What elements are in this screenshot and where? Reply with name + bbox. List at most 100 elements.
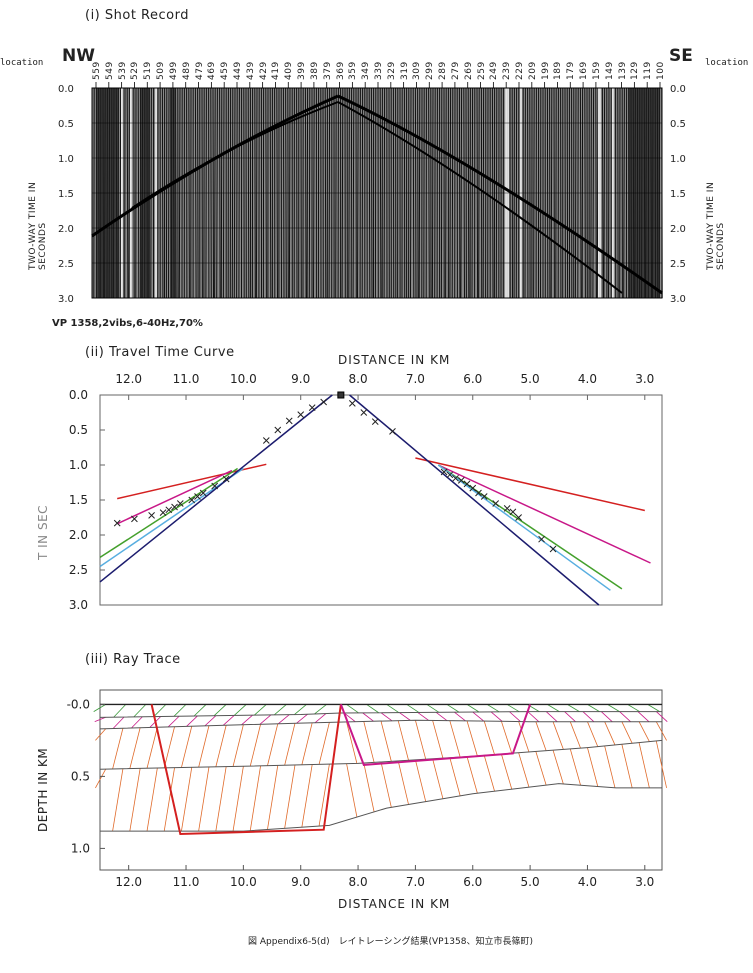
ray-segment — [380, 712, 393, 722]
rt-xtick-label: 10.0 — [230, 875, 257, 889]
ray-segment — [222, 715, 235, 726]
ray-segment — [274, 704, 287, 716]
ray-segment — [253, 704, 267, 716]
tt-ytick-label: 2.0 — [69, 528, 88, 542]
ray-segment — [587, 747, 599, 787]
rt-xtick-label: 6.0 — [463, 875, 482, 889]
ray-segment — [198, 725, 210, 768]
reflection-nw — [131, 101, 339, 209]
ray-segment — [181, 767, 193, 832]
rt-ytick-label: 1.0 — [71, 841, 90, 855]
time-tick-right: 2.5 — [670, 259, 686, 270]
tt-pick-point — [457, 477, 465, 484]
ray-segment — [552, 750, 564, 785]
ray-segment — [527, 711, 540, 722]
ray-segment — [296, 713, 308, 724]
tt-pick-point — [262, 437, 270, 444]
tt-series-line — [415, 457, 645, 512]
ray-segment — [490, 711, 503, 722]
ray-segment — [417, 712, 429, 721]
ray-segment — [294, 704, 307, 715]
ray-segment — [181, 726, 193, 768]
ray-segment — [129, 727, 141, 769]
ray-segment — [380, 721, 392, 762]
ray-segment — [604, 745, 616, 788]
tt-xtick-label: 11.0 — [173, 372, 200, 386]
ray-segment — [655, 721, 667, 741]
tt-pick-point — [308, 404, 316, 411]
ray-segment — [545, 711, 558, 722]
tt-pick-point — [440, 468, 448, 476]
rt-ytick-label: -0.0 — [67, 697, 90, 711]
ray-segment — [435, 711, 448, 721]
ray-segment — [638, 721, 650, 742]
ray-segment — [432, 720, 444, 759]
ray-segment — [380, 761, 392, 808]
ray-segment — [146, 767, 158, 832]
tt-pick-point — [211, 482, 219, 490]
shot-ylabel-right: TWO-WAY TIME IN SECONDS — [706, 181, 726, 270]
ray-segment — [366, 704, 379, 714]
ray-segment — [397, 760, 409, 805]
tt-xtick-label: 7.0 — [406, 372, 425, 386]
ray-segment — [587, 721, 599, 747]
tt-xtick-label: 3.0 — [635, 372, 654, 386]
tt-pick-point — [371, 418, 379, 425]
ray-segment — [569, 721, 581, 749]
tt-pick-point — [194, 493, 201, 500]
ray-segment — [153, 704, 167, 717]
tt-pick-point — [222, 475, 230, 483]
ray-segment — [587, 704, 600, 712]
tt-pick-point — [165, 506, 173, 514]
ray-segment — [627, 704, 640, 712]
ray-segment — [647, 704, 660, 712]
ray-segment — [112, 768, 124, 832]
shot-caption: VP 1358,2vibs,6-40Hz,70% — [52, 318, 203, 329]
layer-boundary — [99, 711, 662, 718]
tt-ytick-label: 1.5 — [69, 493, 88, 507]
ray-segment — [204, 715, 217, 727]
ray-segment — [213, 704, 227, 717]
ray-segment — [466, 756, 478, 794]
ray-segment — [346, 704, 359, 714]
ray-segment — [518, 752, 530, 788]
tt-series-line — [117, 463, 267, 500]
tt-pick-point — [113, 519, 121, 527]
time-tick-left: 1.5 — [58, 189, 74, 200]
rt-ytick-label: 0.5 — [71, 769, 90, 783]
ray-segment — [637, 711, 650, 722]
ray-segment — [501, 721, 513, 754]
ray-segment — [93, 704, 106, 712]
ray-segment — [249, 724, 261, 767]
tt-series-line — [349, 394, 600, 606]
tt-pick-point — [509, 508, 517, 516]
tt-pick-point — [446, 471, 454, 479]
ray-segment — [397, 720, 409, 761]
time-tick-right: 1.0 — [670, 154, 686, 165]
ray-segment — [655, 740, 667, 789]
ray-segment — [301, 764, 313, 828]
ray-segment — [415, 759, 427, 802]
ray-segment — [518, 721, 530, 753]
tt-ytick-label: 2.5 — [69, 563, 88, 577]
ray-segment — [362, 712, 374, 722]
rt-xtick-label: 4.0 — [578, 875, 597, 889]
ray-path — [150, 704, 342, 836]
ray-segment — [215, 725, 227, 767]
tt-series-line — [99, 467, 239, 559]
tt-pick-point — [475, 489, 482, 497]
rt-xtick-label: 3.0 — [635, 875, 654, 889]
tt-pick-point — [320, 398, 328, 406]
rt-xtick-label: 5.0 — [521, 875, 540, 889]
ray-segment — [415, 720, 427, 760]
rt-xtick-label: 12.0 — [115, 875, 142, 889]
ray-segment — [318, 722, 330, 765]
ray-segment — [232, 724, 244, 767]
time-tick-left: 0.5 — [58, 119, 74, 130]
ray-segment — [193, 704, 207, 717]
ray-segment — [638, 742, 650, 789]
time-tick-right: 0.0 — [670, 84, 686, 95]
ray-path — [339, 704, 532, 766]
ray-segment — [466, 720, 478, 757]
tt-pick-point — [503, 505, 511, 512]
